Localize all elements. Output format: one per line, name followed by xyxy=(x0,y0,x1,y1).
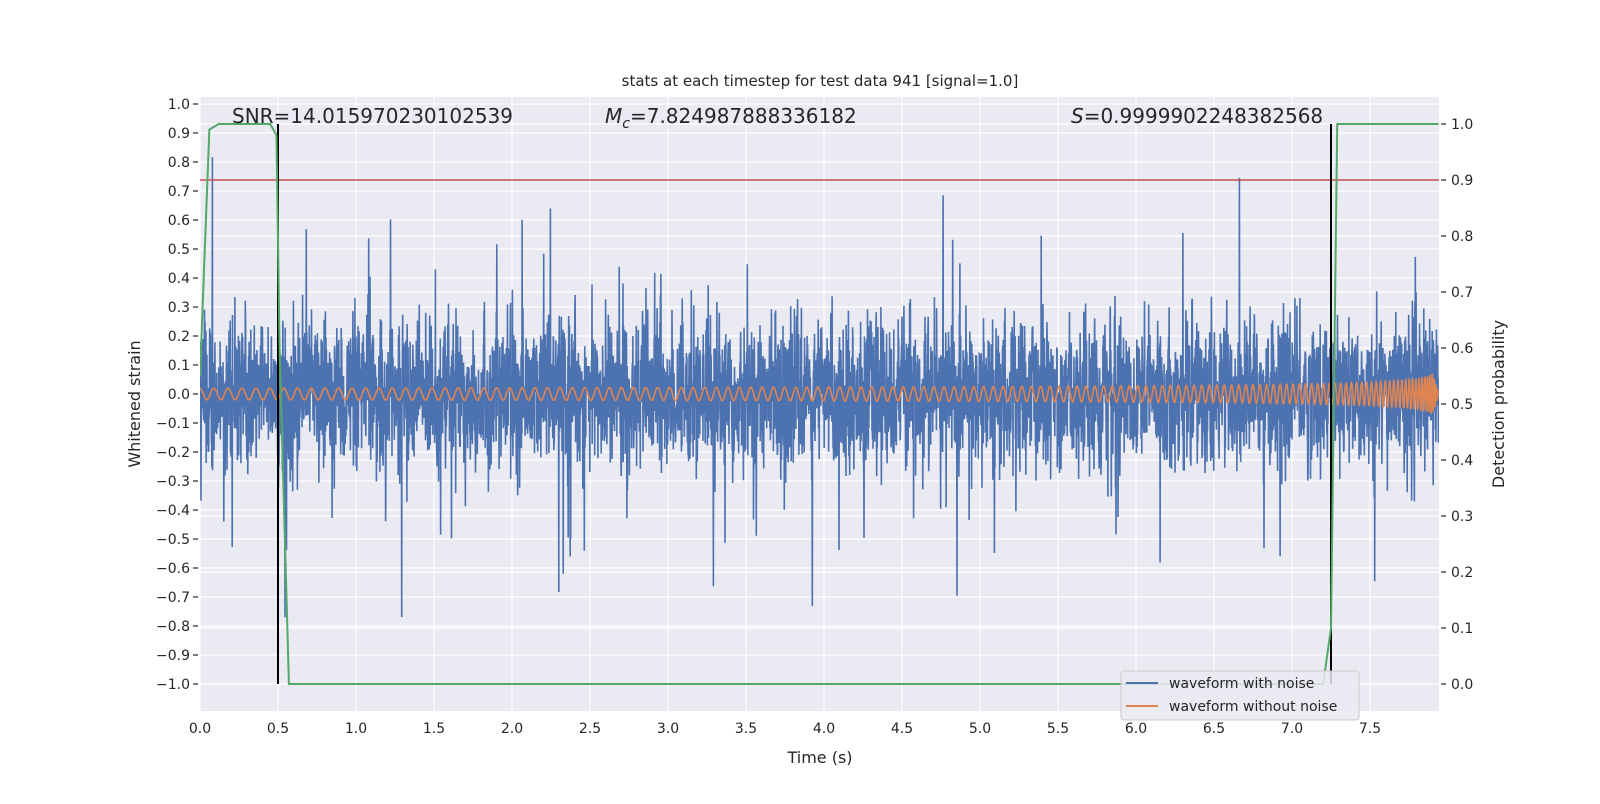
legend-label-noise: waveform with noise xyxy=(1169,676,1314,692)
x-tick-label: 2.0 xyxy=(501,721,523,737)
legend: waveform with noise waveform without noi… xyxy=(1120,670,1360,721)
series-waveform-without-noise xyxy=(200,373,1439,414)
x-tick-label: 3.0 xyxy=(657,721,679,737)
y-tick-label: −0.2 xyxy=(156,445,190,461)
y-tick-label: 0.2 xyxy=(168,329,190,345)
y-tick-label: −0.3 xyxy=(156,474,190,490)
legend-label-clean: waveform without noise xyxy=(1169,699,1337,715)
y-tick-label: 0.4 xyxy=(168,271,190,287)
y2-tick-label: 0.5 xyxy=(1451,397,1473,413)
y2-tick-label: 0.8 xyxy=(1451,229,1473,245)
y2-tick-label: 0.7 xyxy=(1451,285,1473,301)
s-symbol: S xyxy=(1071,104,1084,128)
x-tick-label: 4.5 xyxy=(891,721,913,737)
y2-tick-label: 0.2 xyxy=(1451,565,1473,581)
x-tick-label: 5.5 xyxy=(1047,721,1069,737)
x-tick-label: 1.5 xyxy=(423,721,445,737)
x-tick-label: 1.0 xyxy=(345,721,367,737)
series-waveform-with-noise xyxy=(200,157,1439,618)
y-tick-label: −0.9 xyxy=(156,648,190,664)
x-tick-label: 4.0 xyxy=(813,721,835,737)
y-tick-label: −0.7 xyxy=(156,590,190,606)
x-tick-label: 5.0 xyxy=(969,721,991,737)
y-tick-label: −0.8 xyxy=(156,619,190,635)
y-tick-label: 0.9 xyxy=(168,126,190,142)
x-tick-label: 7.5 xyxy=(1359,721,1381,737)
x-axis-label: Time (s) xyxy=(786,748,852,767)
y2-tick-label: 0.0 xyxy=(1451,677,1473,693)
x-tick-label: 6.0 xyxy=(1125,721,1147,737)
mc-symbol: M xyxy=(605,104,622,128)
y-tick-label: −0.6 xyxy=(156,561,190,577)
y2-tick-label: 0.9 xyxy=(1451,173,1473,189)
y-tick-label: 0.8 xyxy=(168,155,190,171)
y-tick-label: 0.0 xyxy=(168,387,190,403)
y2-tick-label: 0.1 xyxy=(1451,621,1473,637)
s-annotation: S=0.9999902248382568 xyxy=(1071,104,1323,128)
grid xyxy=(199,97,1439,711)
x-tick-label: 2.5 xyxy=(579,721,601,737)
y-axis-label: Whitened strain xyxy=(125,340,144,467)
y-tick-label: −1.0 xyxy=(156,677,190,693)
x-tick-label: 0.5 xyxy=(267,721,289,737)
y-tick-label: 0.7 xyxy=(168,184,190,200)
y-tick-label: −0.5 xyxy=(156,532,190,548)
y-tick-label: 0.6 xyxy=(168,213,190,229)
y-tick-label: 0.5 xyxy=(168,242,190,258)
y-tick-label: 0.1 xyxy=(168,358,190,374)
s-value: =0.9999902248382568 xyxy=(1084,104,1323,128)
y2-tick-label: 0.4 xyxy=(1451,453,1473,469)
snr-annotation: SNR=14.015970230102539 xyxy=(232,104,513,128)
y2-tick-label: 1.0 xyxy=(1451,117,1473,133)
ticks: 0.0 0.5 1.0 1.5 2.0 2.5 3.0 3.5 4.0 4.5 5.0 5.5 6.0 6… xyxy=(156,97,1473,737)
y-tick-label: 0.3 xyxy=(168,300,190,316)
y2-tick-label: 0.3 xyxy=(1451,509,1473,525)
x-tick-label: 3.5 xyxy=(735,721,757,737)
mc-annotation: Mc=7.824987888336182 xyxy=(605,104,857,132)
x-tick-label: 0.0 xyxy=(189,721,211,737)
x-tick-label: 7.0 xyxy=(1281,721,1303,737)
x-tick-label: 6.5 xyxy=(1203,721,1225,737)
chart-title: stats at each timestep for test data 941… xyxy=(622,72,1019,90)
mc-value: =7.824987888336182 xyxy=(630,104,857,128)
y2-tick-label: 0.6 xyxy=(1451,341,1473,357)
y-tick-label: −0.4 xyxy=(156,503,190,519)
y-tick-label: 1.0 xyxy=(168,97,190,113)
series-detection-probability xyxy=(200,123,1439,685)
y-tick-label: −0.1 xyxy=(156,416,190,432)
y2-axis-label: Detection probability xyxy=(1489,320,1508,488)
mc-subscript: c xyxy=(622,116,630,132)
